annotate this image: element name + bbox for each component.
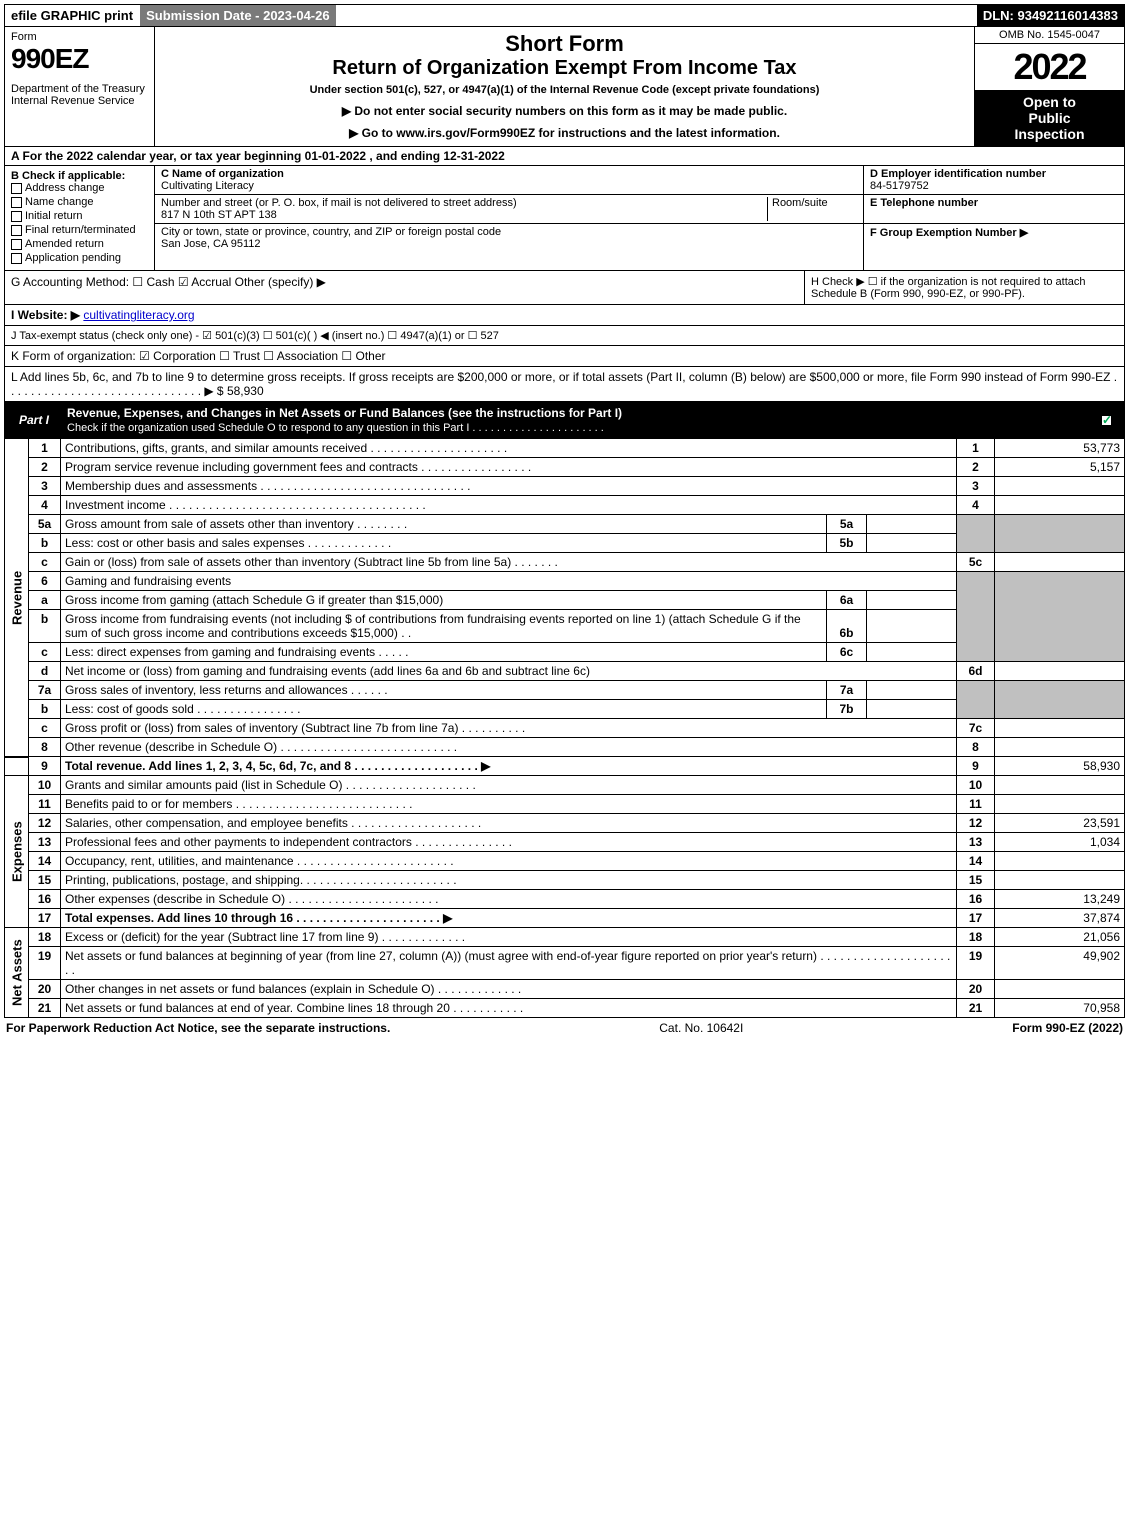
- column-c: C Name of organization Cultivating Liter…: [155, 166, 864, 270]
- accounting-method: G Accounting Method: ☐ Cash ☑ Accrual Ot…: [5, 271, 804, 304]
- line-18-value: 21,056: [995, 928, 1125, 947]
- col-b-title: B Check if applicable:: [11, 170, 148, 182]
- dept-label: Department of the Treasury: [11, 83, 148, 95]
- part-i-header: Part I Revenue, Expenses, and Changes in…: [4, 402, 1125, 438]
- check-final-return[interactable]: Final return/terminated: [11, 224, 148, 236]
- tax-year: 2022: [975, 44, 1124, 90]
- line-12-value: 23,591: [995, 814, 1125, 833]
- street-address: 817 N 10th ST APT 138: [161, 209, 277, 221]
- part-i-checkbox[interactable]: [1098, 413, 1118, 427]
- ein-cell: D Employer identification number 84-5179…: [864, 166, 1124, 195]
- ssn-warning: ▶ Do not enter social security numbers o…: [163, 104, 966, 118]
- net-assets-side-label: Net Assets: [5, 928, 29, 1018]
- row-g-h: G Accounting Method: ☐ Cash ☑ Accrual Ot…: [4, 271, 1125, 305]
- short-form-title: Short Form: [163, 31, 966, 57]
- check-application-pending[interactable]: Application pending: [11, 252, 148, 264]
- ein-value: 84-5179752: [870, 180, 929, 192]
- dln-label: DLN: 93492116014383: [977, 5, 1124, 26]
- check-amended-return[interactable]: Amended return: [11, 238, 148, 250]
- revenue-side-label: Revenue: [5, 439, 29, 757]
- irs-label: Internal Revenue Service: [11, 95, 148, 107]
- group-exemption-cell: F Group Exemption Number ▶: [864, 224, 1124, 253]
- schedule-b-check: H Check ▶ ☐ if the organization is not r…: [804, 271, 1124, 304]
- city-state-zip: San Jose, CA 95112: [161, 238, 260, 250]
- under-section: Under section 501(c), 527, or 4947(a)(1)…: [163, 84, 966, 96]
- part-i-table: Revenue 1 Contributions, gifts, grants, …: [4, 438, 1125, 1018]
- footer-form-ref: Form 990-EZ (2022): [1012, 1021, 1123, 1035]
- line-13-value: 1,034: [995, 833, 1125, 852]
- section-b-through-f: B Check if applicable: Address change Na…: [4, 166, 1125, 271]
- line-2-value: 5,157: [995, 458, 1125, 477]
- line-17-value: 37,874: [995, 909, 1125, 928]
- check-initial-return[interactable]: Initial return: [11, 210, 148, 222]
- row-k-form-org: K Form of organization: ☑ Corporation ☐ …: [4, 346, 1125, 367]
- room-suite: Room/suite: [767, 197, 857, 221]
- footer-cat-no: Cat. No. 10642I: [390, 1021, 1012, 1035]
- telephone-cell: E Telephone number: [864, 195, 1124, 224]
- row-l-gross-receipts: L Add lines 5b, 6c, and 7b to line 9 to …: [4, 367, 1125, 402]
- city-cell: City or town, state or province, country…: [155, 224, 863, 252]
- line-9-value: 58,930: [995, 757, 1125, 776]
- line-1-value: 53,773: [995, 439, 1125, 458]
- line-19-value: 49,902: [995, 947, 1125, 980]
- website-link[interactable]: Cultivating Literacycultivatingliteracy.…: [83, 308, 194, 322]
- line-21-value: 70,958: [995, 999, 1125, 1018]
- org-name-cell: C Name of organization Cultivating Liter…: [155, 166, 863, 195]
- submission-date: Submission Date - 2023-04-26: [140, 5, 337, 26]
- check-address-change[interactable]: Address change: [11, 182, 148, 194]
- goto-link[interactable]: ▶ Go to www.irs.gov/Form990EZ for instru…: [163, 126, 966, 140]
- column-b: B Check if applicable: Address change Na…: [5, 166, 155, 270]
- org-name: Cultivating Literacy: [161, 180, 254, 192]
- expenses-side-label: Expenses: [5, 776, 29, 928]
- form-word: Form: [11, 31, 148, 43]
- street-cell: Number and street (or P. O. box, if mail…: [155, 195, 863, 224]
- return-title: Return of Organization Exempt From Incom…: [163, 57, 966, 80]
- row-i-website: I Website: ▶ Cultivating Literacycultiva…: [4, 305, 1125, 326]
- form-number: 990EZ: [11, 43, 148, 75]
- header-left: Form 990EZ Department of the Treasury In…: [5, 27, 155, 146]
- page-footer: For Paperwork Reduction Act Notice, see …: [4, 1018, 1125, 1038]
- omb-label: OMB No. 1545-0047: [975, 27, 1124, 44]
- part-label: Part I: [11, 411, 57, 429]
- row-a-tax-year: A For the 2022 calendar year, or tax yea…: [4, 147, 1125, 166]
- check-name-change[interactable]: Name change: [11, 196, 148, 208]
- row-j-tax-exempt: J Tax-exempt status (check only one) - ☑…: [4, 326, 1125, 346]
- header-center: Short Form Return of Organization Exempt…: [155, 27, 974, 146]
- top-bar: efile GRAPHIC print Submission Date - 20…: [4, 4, 1125, 27]
- footer-left: For Paperwork Reduction Act Notice, see …: [6, 1021, 390, 1035]
- efile-label[interactable]: efile GRAPHIC print: [5, 5, 140, 26]
- open-inspection: Open to Public Inspection: [975, 90, 1124, 146]
- form-header: Form 990EZ Department of the Treasury In…: [4, 27, 1125, 147]
- line-16-value: 13,249: [995, 890, 1125, 909]
- header-right: OMB No. 1545-0047 2022 Open to Public In…: [974, 27, 1124, 146]
- gross-receipts-amount: 58,930: [227, 384, 264, 398]
- column-d-e-f: D Employer identification number 84-5179…: [864, 166, 1124, 270]
